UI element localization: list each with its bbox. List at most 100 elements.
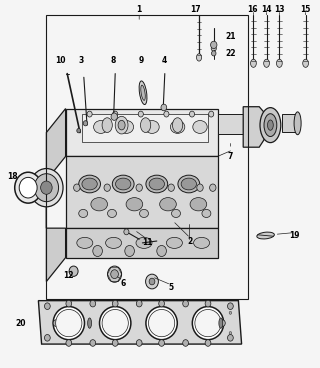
Ellipse shape <box>178 175 200 193</box>
Circle shape <box>77 128 81 133</box>
Text: 17: 17 <box>190 5 201 14</box>
Ellipse shape <box>260 107 281 142</box>
Circle shape <box>66 340 72 346</box>
Text: 2: 2 <box>188 237 193 245</box>
Circle shape <box>112 300 118 307</box>
Text: 16: 16 <box>248 5 258 14</box>
Ellipse shape <box>264 59 269 67</box>
Ellipse shape <box>102 118 112 132</box>
Circle shape <box>66 300 72 307</box>
Circle shape <box>93 245 102 256</box>
Circle shape <box>125 245 134 256</box>
Circle shape <box>220 320 225 326</box>
Ellipse shape <box>91 198 108 211</box>
Ellipse shape <box>77 237 93 248</box>
Circle shape <box>183 300 188 307</box>
Circle shape <box>161 104 167 111</box>
Ellipse shape <box>193 121 207 133</box>
Ellipse shape <box>294 112 301 135</box>
Ellipse shape <box>190 198 207 211</box>
Circle shape <box>108 266 122 282</box>
Text: 6: 6 <box>121 279 126 288</box>
Circle shape <box>168 184 174 191</box>
Circle shape <box>113 111 118 117</box>
Ellipse shape <box>146 307 177 340</box>
Circle shape <box>87 111 92 117</box>
Ellipse shape <box>100 307 131 340</box>
Ellipse shape <box>139 81 147 105</box>
Text: 8: 8 <box>111 56 116 65</box>
Circle shape <box>149 278 155 285</box>
Ellipse shape <box>56 309 82 337</box>
Circle shape <box>15 172 42 203</box>
Circle shape <box>211 41 217 49</box>
Polygon shape <box>82 114 208 142</box>
Text: 5: 5 <box>169 283 174 291</box>
Circle shape <box>228 303 233 309</box>
Ellipse shape <box>251 59 256 67</box>
Text: 14: 14 <box>261 5 271 14</box>
Ellipse shape <box>268 120 273 130</box>
Ellipse shape <box>160 198 176 211</box>
Bar <box>46 15 248 299</box>
Ellipse shape <box>194 237 210 248</box>
Circle shape <box>212 51 216 56</box>
Polygon shape <box>46 109 66 282</box>
Circle shape <box>111 113 117 120</box>
Ellipse shape <box>140 209 148 217</box>
Ellipse shape <box>102 309 128 337</box>
Text: 10: 10 <box>56 56 66 65</box>
Ellipse shape <box>211 46 216 51</box>
Circle shape <box>111 270 118 279</box>
Text: 1: 1 <box>137 5 142 14</box>
Ellipse shape <box>276 59 282 67</box>
Ellipse shape <box>112 175 134 193</box>
Text: 12: 12 <box>64 272 74 280</box>
Circle shape <box>146 274 158 289</box>
Ellipse shape <box>136 237 152 248</box>
Circle shape <box>159 300 164 307</box>
Circle shape <box>197 184 203 191</box>
Polygon shape <box>243 107 264 147</box>
Circle shape <box>34 174 59 202</box>
Text: 3: 3 <box>79 56 84 65</box>
Text: 20: 20 <box>16 319 26 328</box>
Circle shape <box>157 245 166 256</box>
Circle shape <box>53 320 59 326</box>
Text: 11: 11 <box>142 238 152 247</box>
Circle shape <box>69 266 78 276</box>
Ellipse shape <box>140 118 151 132</box>
Circle shape <box>229 332 232 335</box>
Circle shape <box>209 111 214 117</box>
Ellipse shape <box>118 120 125 130</box>
Text: 22: 22 <box>225 49 236 58</box>
Circle shape <box>210 184 216 191</box>
Ellipse shape <box>108 209 116 217</box>
Ellipse shape <box>126 198 143 211</box>
Polygon shape <box>218 114 243 134</box>
Ellipse shape <box>106 237 122 248</box>
Circle shape <box>74 184 80 191</box>
Ellipse shape <box>166 237 182 248</box>
Ellipse shape <box>145 121 159 133</box>
Circle shape <box>164 111 169 117</box>
Ellipse shape <box>202 209 211 217</box>
Circle shape <box>205 340 211 346</box>
Ellipse shape <box>116 178 131 190</box>
Ellipse shape <box>148 309 175 337</box>
Text: 18: 18 <box>7 172 18 181</box>
Ellipse shape <box>115 116 128 134</box>
Text: 19: 19 <box>289 231 300 240</box>
Circle shape <box>138 111 143 117</box>
Circle shape <box>90 340 96 346</box>
Text: 13: 13 <box>274 5 284 14</box>
Polygon shape <box>282 114 298 132</box>
Circle shape <box>90 300 96 307</box>
Ellipse shape <box>172 209 180 217</box>
Circle shape <box>112 340 118 346</box>
Ellipse shape <box>264 114 277 137</box>
Ellipse shape <box>79 175 100 193</box>
Circle shape <box>189 111 195 117</box>
Text: 7: 7 <box>228 152 233 161</box>
Circle shape <box>136 340 142 346</box>
